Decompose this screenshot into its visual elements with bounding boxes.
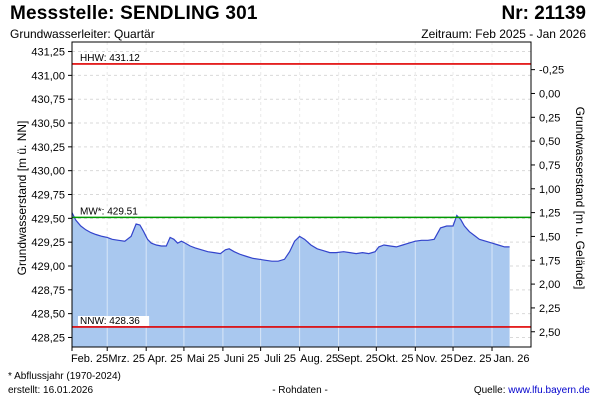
- series-line: [71, 212, 510, 262]
- y-tick-label-left: 430,75: [31, 94, 65, 106]
- y-tick-label-left: 428,50: [31, 309, 65, 321]
- axes: 431,25 431,00 430,75 430,50 430,25 430,00 429,…: [31, 47, 564, 365]
- y-tick-label-right: 2,00: [539, 279, 560, 291]
- y-tick-label-right: 1,75: [539, 255, 560, 267]
- created-date: erstellt: 16.01.2026: [8, 385, 94, 396]
- x-tick-label: Feb. 25: [71, 353, 108, 365]
- x-tick-label: Juli 25: [264, 353, 296, 365]
- reference-lines: HHW: 431.12 MW*: 429.51 NNW: 428.36: [72, 52, 531, 328]
- y-tick-label-right: 2,25: [539, 303, 560, 315]
- x-tick-label: Mrz. 25: [108, 353, 145, 365]
- reference-label-bg: [78, 206, 150, 217]
- raw-data-note: - Rohdaten -: [272, 385, 328, 396]
- page-title: Messstelle: SENDLING 301: [10, 3, 258, 24]
- y-tick-label-right: 0,50: [539, 136, 560, 148]
- x-tick-label: Apr. 25: [148, 353, 183, 365]
- data-area: [71, 42, 510, 347]
- aquifer-label: Grundwasserleiter: Quartär: [10, 27, 155, 41]
- y-tick-label-right: 0,00: [539, 88, 560, 100]
- station-number: Nr: 21139: [501, 3, 586, 24]
- x-tick-label: Juni 25: [224, 353, 259, 365]
- y-tick-label-left: 430,00: [31, 166, 65, 178]
- y-tick-label-right: 1,25: [539, 208, 560, 220]
- x-tick-label: Sept. 25: [337, 353, 378, 365]
- x-tick-label: Okt. 25: [378, 353, 413, 365]
- source-link[interactable]: www.lfu.bayern.de: [508, 385, 590, 396]
- period-label: Zeitraum: Feb 2025 - Jan 2026: [421, 27, 586, 41]
- y-axis-label-left: Grundwasserstand [m ü. NN]: [15, 121, 29, 276]
- y-tick-label-right: 0,75: [539, 160, 560, 172]
- y-tick-label-left: 430,50: [31, 118, 65, 130]
- y-tick-label-right: -0,25: [539, 65, 564, 77]
- y-tick-label-left: 428,75: [31, 285, 65, 297]
- y-tick-label-right: 1,50: [539, 231, 560, 243]
- reference-label: HHW: 431.12: [80, 53, 140, 64]
- y-tick-label-right: 0,25: [539, 112, 560, 124]
- reference-label-bg: [78, 315, 150, 326]
- x-tick-label: Aug. 25: [300, 353, 338, 365]
- x-tick-label: Nov. 25: [416, 353, 453, 365]
- y-tick-label-left: 429,00: [31, 261, 65, 273]
- y-tick-label-left: 429,75: [31, 190, 65, 202]
- x-tick-label: Jan. 26: [493, 353, 529, 365]
- source: Quelle: www.lfu.bayern.de: [474, 385, 590, 396]
- y-tick-label-left: 429,50: [31, 213, 65, 225]
- x-tick-label: Mai 25: [187, 353, 220, 365]
- y-tick-label-right: 1,00: [539, 184, 560, 196]
- y-tick-label-left: 431,25: [31, 47, 65, 59]
- reference-label: MW*: 429.51: [80, 206, 138, 217]
- y-tick-label-right: 2,50: [539, 327, 560, 339]
- reference-label: NNW: 428.36: [80, 316, 140, 327]
- source-prefix: Quelle:: [473, 385, 509, 396]
- x-tick-label: Dez. 25: [454, 353, 492, 365]
- footnote: * Abflussjahr (1970-2024): [8, 371, 121, 382]
- reference-label-bg: [78, 52, 150, 63]
- y-tick-label-left: 431,00: [31, 70, 65, 82]
- y-axis-label-right: Grundwasserstand [m u. Gelände]: [573, 107, 587, 290]
- y-tick-label-left: 430,25: [31, 142, 65, 154]
- y-tick-label-left: 428,25: [31, 332, 65, 344]
- y-tick-label-left: 429,25: [31, 237, 65, 249]
